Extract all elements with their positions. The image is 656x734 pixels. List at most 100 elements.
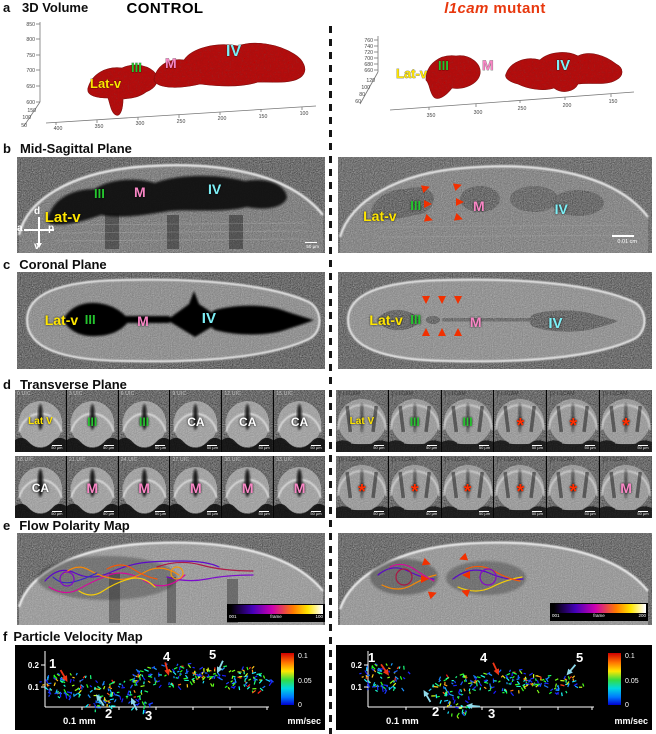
mutant-heading-rest: mutant xyxy=(488,0,546,17)
tile-frame-label: 27 UIC xyxy=(172,457,190,463)
tile-scalebar: 50 µm xyxy=(637,445,649,451)
svg-text:740: 740 xyxy=(364,44,373,50)
transverse-tile: 15 L1CAM * 50 µm xyxy=(600,390,652,452)
orientation-compass: d a p v xyxy=(17,206,61,252)
tile-frame-label: 27 L1CAM xyxy=(496,457,522,463)
posterior-label: p xyxy=(48,223,55,234)
svg-text:0.1: 0.1 xyxy=(298,653,308,660)
transverse-tile: 3 UIC III 50 µm xyxy=(66,390,118,452)
svg-text:760: 760 xyxy=(364,38,373,44)
tile-scalebar: 50 µm xyxy=(258,511,270,517)
svg-text:0.1: 0.1 xyxy=(625,653,635,660)
scalebar xyxy=(305,242,317,243)
transverse-tile: 27 UIC M 50 µm xyxy=(170,456,222,518)
svg-text:350: 350 xyxy=(427,113,436,119)
anterior-label: a xyxy=(17,223,23,234)
tile-frame-label: 18 L1CAM xyxy=(338,457,364,463)
svg-text:60: 60 xyxy=(355,99,361,105)
tile-scalebar: 50 µm xyxy=(206,445,218,451)
m-ventricle-label: M xyxy=(469,313,482,330)
m-ventricle-label: M xyxy=(137,312,149,329)
svg-text:800: 800 xyxy=(26,37,35,43)
svg-text:660: 660 xyxy=(364,68,373,74)
tile-frame-label: 6 L1CAM xyxy=(443,391,466,397)
tile-scalebar: 50 µm xyxy=(51,511,63,517)
svg-text:700: 700 xyxy=(364,56,373,62)
transverse-tile: 9 UIC CA 50 µm xyxy=(170,390,222,452)
panel-a-title: 3D Volume xyxy=(22,0,89,15)
tile-frame-label: 33 L1CAM xyxy=(602,457,628,463)
colorbar-min: 001 xyxy=(229,614,237,620)
tile-scalebar: 50 µm xyxy=(103,511,115,517)
svg-text:250: 250 xyxy=(177,119,186,125)
mutant-gene-name: l1cam xyxy=(444,0,489,17)
flow-traces xyxy=(44,560,254,596)
column-divider xyxy=(329,26,332,734)
panel-b-header: b Mid-Sagittal Plane xyxy=(3,141,132,156)
tile-frame-label: 3 L1CAM xyxy=(390,391,414,397)
red-arrowhead-icon xyxy=(462,571,470,579)
transverse-row-mutant-2: 18 L1CAM * 50 µm 21 L1CAM * 50 µm xyxy=(336,456,652,518)
tile-frame-label: 21 L1CAM xyxy=(390,457,417,463)
fourth-ventricle-label: IV xyxy=(556,57,570,74)
svg-text:0.1: 0.1 xyxy=(351,683,363,692)
tile-frame-label: 24 UIC xyxy=(120,457,138,463)
marker-3: 3 xyxy=(488,706,496,721)
3d-volume-plot-mutant: 760 740 720 700 680 660 120 100 80 60 35… xyxy=(355,36,635,119)
tile-frame-label: 15 UIC xyxy=(276,391,293,397)
tile-scalebar: 50 µm xyxy=(531,445,543,451)
third-ventricle-label: III xyxy=(131,60,142,75)
transverse-tile: 0 UIC Lat V 50 µm xyxy=(15,390,66,452)
svg-text:250: 250 xyxy=(518,106,527,112)
tile-region-label: Lat V xyxy=(28,416,53,428)
fourth-ventricle-label: IV xyxy=(201,309,216,327)
svg-text:200: 200 xyxy=(218,116,227,122)
tile-scalebar: 50 µm xyxy=(310,511,322,517)
tile-region-label: * xyxy=(358,480,366,503)
control-heading: CONTROL xyxy=(126,0,204,17)
latv-label: Lat-v xyxy=(396,66,428,81)
transverse-tile: 6 UIC III 50 µm xyxy=(118,390,170,452)
colorbar-unit: frame xyxy=(270,614,282,620)
tile-frame-label: 33 UIC xyxy=(276,457,293,463)
transverse-tile: 12 UIC CA 50 µm xyxy=(222,390,274,452)
tile-frame-label: 12 L1CAM xyxy=(549,391,575,397)
transverse-tile: 9 L1CAM * 50 µm xyxy=(494,390,547,452)
svg-text:80: 80 xyxy=(359,92,365,98)
tile-region-label: III xyxy=(462,415,473,430)
tile-scalebar: 50 µm xyxy=(103,445,115,451)
tile-frame-label: 6 UIC xyxy=(120,391,135,397)
svg-text:0: 0 xyxy=(625,702,629,709)
ventricle-volume-shapes xyxy=(87,42,306,116)
fourth-ventricle-label: IV xyxy=(554,201,568,218)
svg-text:100: 100 xyxy=(22,115,31,121)
transverse-tile: 33 L1CAM M 50 µm xyxy=(600,456,652,518)
third-ventricle-label: III xyxy=(438,58,449,73)
frame-colorbar-gradient xyxy=(229,605,323,615)
transverse-tile: 21 UIC M 50 µm xyxy=(66,456,118,518)
tile-scalebar: 50 µm xyxy=(373,445,385,451)
tile-region-label: * xyxy=(569,480,578,503)
velocity-unit-label: mm/sec xyxy=(287,716,321,726)
m-ventricle-label: M xyxy=(165,55,177,71)
red-arrowhead-icon xyxy=(422,296,430,304)
svg-text:0.2: 0.2 xyxy=(28,661,40,670)
svg-text:0.2: 0.2 xyxy=(351,661,363,670)
svg-text:850: 850 xyxy=(26,22,35,28)
mutant-heading: l1cam mutant xyxy=(415,0,575,17)
svg-text:0.05: 0.05 xyxy=(625,678,639,685)
tile-region-label: * xyxy=(516,414,525,437)
ventral-label: v xyxy=(34,241,40,252)
transverse-tile: 15 UIC CA 50 µm xyxy=(274,390,325,452)
marker-1: 1 xyxy=(368,650,376,665)
red-arrowhead-icon xyxy=(456,198,464,206)
svg-text:720: 720 xyxy=(364,50,373,56)
transverse-tile: 18 UIC CA 50 µm xyxy=(15,456,66,518)
3d-volume-plot-control: 850 800 750 700 650 600 150 100 50 400 3… xyxy=(21,22,317,132)
tile-region-label: M xyxy=(241,480,254,497)
tile-scalebar: 50 µm xyxy=(426,445,438,451)
tile-region-label: M xyxy=(138,480,150,497)
marker-2: 2 xyxy=(105,706,113,721)
tile-scalebar: 50 µm xyxy=(426,511,438,517)
red-arrowhead-icon xyxy=(438,328,446,336)
